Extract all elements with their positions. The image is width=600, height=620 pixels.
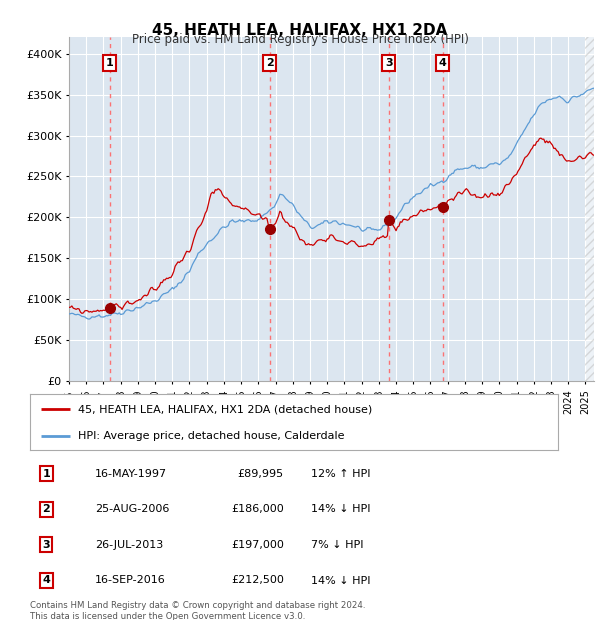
Text: £212,500: £212,500	[231, 575, 284, 585]
Text: Price paid vs. HM Land Registry's House Price Index (HPI): Price paid vs. HM Land Registry's House …	[131, 33, 469, 46]
Text: 1: 1	[106, 58, 113, 68]
Text: 7% ↓ HPI: 7% ↓ HPI	[311, 540, 364, 550]
Text: 4: 4	[439, 58, 446, 68]
Text: £89,995: £89,995	[238, 469, 284, 479]
Text: HPI: Average price, detached house, Calderdale: HPI: Average price, detached house, Cald…	[77, 430, 344, 441]
Text: 4: 4	[42, 575, 50, 585]
Text: Contains HM Land Registry data © Crown copyright and database right 2024.: Contains HM Land Registry data © Crown c…	[30, 601, 365, 609]
Text: 2: 2	[266, 58, 274, 68]
Text: 26-JUL-2013: 26-JUL-2013	[95, 540, 163, 550]
Text: 45, HEATH LEA, HALIFAX, HX1 2DA (detached house): 45, HEATH LEA, HALIFAX, HX1 2DA (detache…	[77, 404, 372, 414]
Text: 14% ↓ HPI: 14% ↓ HPI	[311, 504, 370, 514]
Text: 25-AUG-2006: 25-AUG-2006	[95, 504, 169, 514]
Text: 16-MAY-1997: 16-MAY-1997	[95, 469, 167, 479]
Text: 3: 3	[43, 540, 50, 550]
Text: £186,000: £186,000	[231, 504, 284, 514]
Text: 45, HEATH LEA, HALIFAX, HX1 2DA: 45, HEATH LEA, HALIFAX, HX1 2DA	[152, 23, 448, 38]
Text: 1: 1	[43, 469, 50, 479]
Text: 12% ↑ HPI: 12% ↑ HPI	[311, 469, 370, 479]
Text: This data is licensed under the Open Government Licence v3.0.: This data is licensed under the Open Gov…	[30, 612, 305, 620]
Text: 16-SEP-2016: 16-SEP-2016	[95, 575, 166, 585]
Text: £197,000: £197,000	[231, 540, 284, 550]
Text: 14% ↓ HPI: 14% ↓ HPI	[311, 575, 370, 585]
Text: 3: 3	[385, 58, 392, 68]
Text: 2: 2	[43, 504, 50, 514]
